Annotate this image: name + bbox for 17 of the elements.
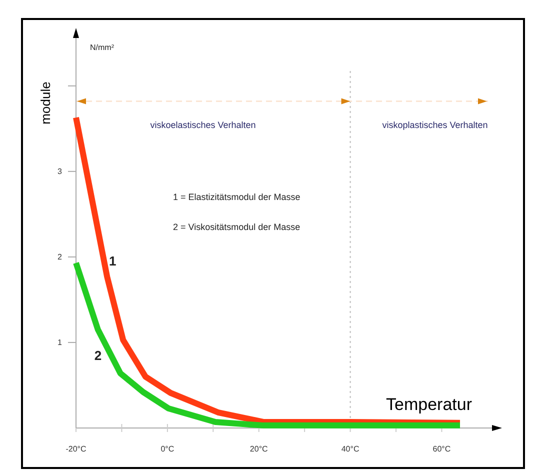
annotation: 1 = Elastizitätsmodul der Masse [173, 192, 300, 202]
x-tick-label: 20°C [250, 444, 268, 454]
y-axis-title: module [38, 82, 53, 124]
x-axis-title: Temperatur [386, 395, 472, 414]
y-tick-label: 2 [58, 252, 63, 262]
y-tick-label: 1 [58, 338, 63, 348]
annotation: viskoelastisches Verhalten [150, 120, 256, 130]
x-tick-label: -20°C [66, 444, 86, 454]
x-tick-label: 0°C [160, 444, 174, 454]
annotation: 2 [94, 348, 102, 363]
x-tick-label: 60°C [432, 444, 451, 454]
y-tick-label: 3 [58, 166, 63, 176]
annotation: viskoplastisches Verhalten [382, 120, 488, 130]
annotation: 1 [108, 254, 116, 268]
annotation: 2 = Viskositätsmodul der Masse [173, 222, 300, 232]
x-tick-label: 40°C [341, 444, 360, 454]
annotation: N/mm² [90, 43, 114, 52]
